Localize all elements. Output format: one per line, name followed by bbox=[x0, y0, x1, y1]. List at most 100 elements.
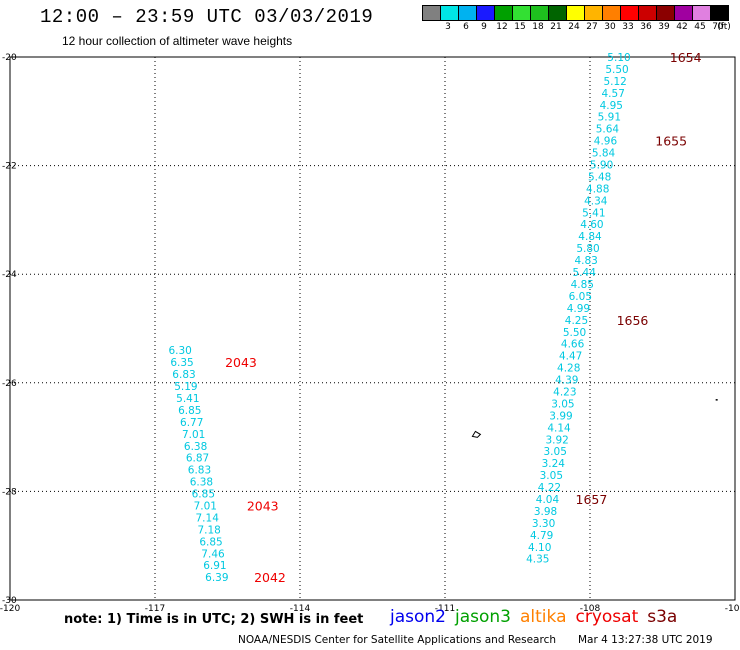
wave-height-value: 5.91 bbox=[598, 112, 621, 124]
units-note: note: 1) Time is in UTC; 2) SWH is in fe… bbox=[64, 612, 364, 627]
wave-height-value: 4.47 bbox=[559, 351, 582, 363]
legend-value: 36 bbox=[640, 22, 652, 32]
legend-value: 3 bbox=[445, 22, 451, 32]
wave-height-value: 4.85 bbox=[571, 279, 594, 291]
wave-height-value: 7.18 bbox=[197, 524, 220, 536]
credit-text: NOAA/NESDIS Center for Satellite Applica… bbox=[238, 634, 556, 646]
lon-tick-label: -114 bbox=[290, 604, 311, 614]
wave-height-value: 6.38 bbox=[184, 441, 207, 453]
wave-height-value: 3.30 bbox=[532, 518, 555, 530]
time-label: 1654 bbox=[670, 50, 702, 65]
wave-height-value: 4.10 bbox=[528, 542, 551, 554]
legend-value: 18 bbox=[532, 22, 544, 32]
page-title: 12:00 – 23:59 UTC 03/03/2019 bbox=[40, 6, 374, 28]
lat-tick-label: -24 bbox=[2, 270, 17, 280]
wave-height-value: 6.05 bbox=[569, 291, 592, 303]
wave-height-value: 5.12 bbox=[603, 76, 626, 88]
legend-value: 30 bbox=[604, 22, 616, 32]
wave-height-value: 5.10 bbox=[607, 52, 630, 64]
time-label: 1656 bbox=[617, 313, 649, 328]
lon-tick-label: -111 bbox=[435, 604, 455, 614]
wave-height-value: 7.46 bbox=[201, 548, 225, 560]
wave-height-value: 4.35 bbox=[526, 554, 549, 566]
time-label: 1655 bbox=[655, 134, 687, 149]
legend-value: 12 bbox=[496, 22, 508, 32]
wave-height-value: 6.85 bbox=[199, 536, 222, 548]
wave-height-value: 5.50 bbox=[563, 327, 586, 339]
legend-swatch bbox=[710, 5, 729, 21]
wave-height-value: 6.38 bbox=[190, 477, 213, 489]
wave-height-value: 4.96 bbox=[594, 136, 618, 148]
wave-height-value: 3.99 bbox=[549, 410, 572, 422]
wave-height-value: 5.90 bbox=[590, 160, 613, 172]
wave-height-value: 4.99 bbox=[567, 303, 590, 315]
time-label: 2043 bbox=[247, 499, 279, 514]
lat-tick-label: -20 bbox=[2, 53, 17, 63]
lon-tick-label: -105 bbox=[725, 604, 740, 614]
wave-height-value: 3.05 bbox=[540, 470, 563, 482]
credit-line: NOAA/NESDIS Center for Satellite Applica… bbox=[238, 634, 713, 646]
map-frame bbox=[9, 56, 736, 601]
wave-height-value: 5.48 bbox=[588, 171, 611, 183]
wave-height-value: 4.60 bbox=[580, 219, 603, 231]
legend-value: 21 bbox=[550, 22, 562, 32]
page-subtitle: 12 hour collection of altimeter wave hei… bbox=[62, 34, 293, 48]
wave-height-value: 5.19 bbox=[174, 381, 197, 393]
wave-height-value: 3.98 bbox=[534, 506, 557, 518]
wave-height-value: 6.85 bbox=[178, 405, 201, 417]
color-legend bbox=[422, 5, 729, 21]
legend-value: 15 bbox=[514, 22, 526, 32]
wave-height-value: 6.83 bbox=[172, 369, 195, 381]
wave-height-value: 4.04 bbox=[536, 494, 560, 506]
wave-height-value: 5.80 bbox=[576, 243, 599, 255]
wave-height-value: 6.39 bbox=[205, 572, 228, 584]
legend-unit: (ft) bbox=[717, 22, 731, 32]
wave-height-value: 6.77 bbox=[180, 417, 203, 429]
time-label: 2043 bbox=[225, 355, 257, 370]
lat-tick-label: -28 bbox=[2, 487, 17, 497]
wave-height-value: 6.91 bbox=[203, 560, 226, 572]
wave-height-value: 4.88 bbox=[586, 183, 609, 195]
wave-height-value: 5.50 bbox=[605, 64, 628, 76]
legend-value: 39 bbox=[658, 22, 670, 32]
generated-timestamp: Mar 4 13:27:38 UTC 2019 bbox=[578, 634, 713, 646]
wave-height-value: 3.92 bbox=[545, 434, 568, 446]
wave-height-value: 6.35 bbox=[170, 357, 193, 369]
wave-height-value: 3.24 bbox=[542, 458, 566, 470]
wave-height-value: 4.28 bbox=[557, 363, 580, 375]
wave-height-value: 4.66 bbox=[561, 339, 585, 351]
wave-height-value: 4.79 bbox=[530, 530, 553, 542]
wave-height-value: 6.87 bbox=[186, 453, 209, 465]
wave-height-value: 4.34 bbox=[584, 195, 608, 207]
legend-value: 24 bbox=[568, 22, 580, 32]
lon-tick-label: -108 bbox=[580, 604, 601, 614]
lat-tick-label: -26 bbox=[2, 379, 17, 389]
legend-value: 70 bbox=[712, 22, 724, 32]
satellite-cryosat: cryosat bbox=[575, 607, 639, 627]
wave-height-value: 7.01 bbox=[182, 429, 205, 441]
legend-value: 6 bbox=[463, 22, 469, 32]
wave-height-value: 3.05 bbox=[544, 446, 567, 458]
wave-height-value: 4.14 bbox=[547, 422, 571, 434]
wave-height-value: 4.22 bbox=[538, 482, 561, 494]
satellite-jason3: jason3 bbox=[455, 607, 511, 627]
legend-value: 45 bbox=[694, 22, 706, 32]
lat-tick-label: -30 bbox=[2, 596, 17, 606]
satellite-altika: altika bbox=[520, 607, 567, 627]
wave-height-value: 4.83 bbox=[574, 255, 597, 267]
wave-height-value: 5.41 bbox=[176, 393, 199, 405]
wave-height-value: 6.30 bbox=[168, 345, 191, 357]
island-outline bbox=[471, 430, 482, 438]
wave-height-value: 5.44 bbox=[573, 267, 597, 279]
wave-height-value: 4.84 bbox=[578, 231, 602, 243]
lon-tick-label: -120 bbox=[0, 604, 20, 614]
wave-height-value: 4.39 bbox=[555, 375, 578, 387]
time-label: 2042 bbox=[254, 570, 286, 585]
island-dot bbox=[715, 399, 718, 401]
satellite-jason2: jason2 bbox=[390, 607, 446, 627]
legend-value: 33 bbox=[622, 22, 634, 32]
legend-value: 9 bbox=[481, 22, 487, 32]
wave-height-value: 5.41 bbox=[582, 207, 605, 219]
legend-value: 27 bbox=[586, 22, 598, 32]
